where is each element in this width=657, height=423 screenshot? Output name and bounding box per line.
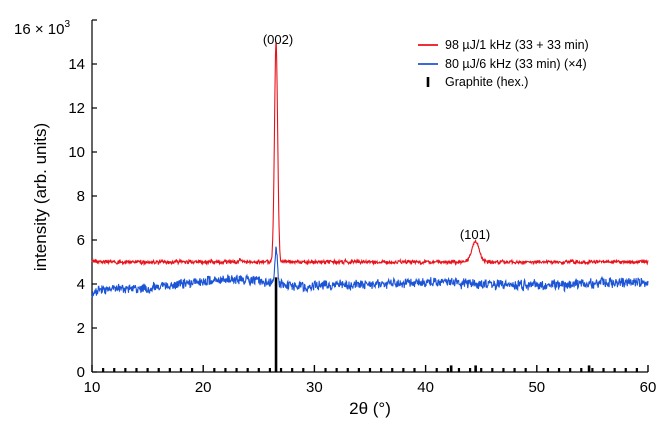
y-multiplier-label: 16 × 103 [14,19,70,38]
series-80uj-line [91,246,649,299]
y-tick-label: 14 [68,56,85,73]
y-multiplier-exp: 3 [64,19,70,30]
y-tick-label: 0 [77,364,85,381]
y-tick-label: 6 [77,232,85,249]
legend-label-graphite: Graphite (hex.) [445,75,528,89]
annotation-002: (002) [263,32,293,47]
x-ticks: 10 20 30 40 50 60 [84,365,657,396]
y-ticks: 0 2 4 6 8 10 12 14 [68,19,97,381]
x-tick-label: 40 [417,379,434,396]
x-axis-title: 2θ (°) [349,399,391,418]
y-tick-label: 12 [68,100,85,117]
legend-label-98uj: 98 µJ/1 kHz (33 + 33 min) [445,38,589,52]
x-tick-label: 30 [306,379,323,396]
legend: 98 µJ/1 kHz (33 + 33 min) 80 µJ/6 kHz (3… [418,38,589,89]
x-tick-label: 10 [84,379,101,396]
y-tick-label: 4 [77,276,85,293]
y-multiplier-base: 16 [14,21,35,38]
plot-area: 0 2 4 6 8 10 12 14 10 20 30 40 50 60 [68,19,657,396]
series-layer [91,42,649,372]
y-tick-label: 10 [68,144,85,161]
y-axis-title: intensity (arb. units) [31,123,50,271]
annotation-101: (101) [460,227,490,242]
y-tick-label: 2 [77,320,85,337]
y-tick-label: 8 [77,188,85,205]
x-tick-label: 50 [528,379,545,396]
x-tick-label: 60 [640,379,657,396]
x-tick-label: 20 [195,379,212,396]
series-98uj-line [91,42,649,267]
y-multiplier-text: × 10 [35,21,65,38]
legend-label-80uj: 80 µJ/6 kHz (33 min) (×4) [445,57,587,71]
